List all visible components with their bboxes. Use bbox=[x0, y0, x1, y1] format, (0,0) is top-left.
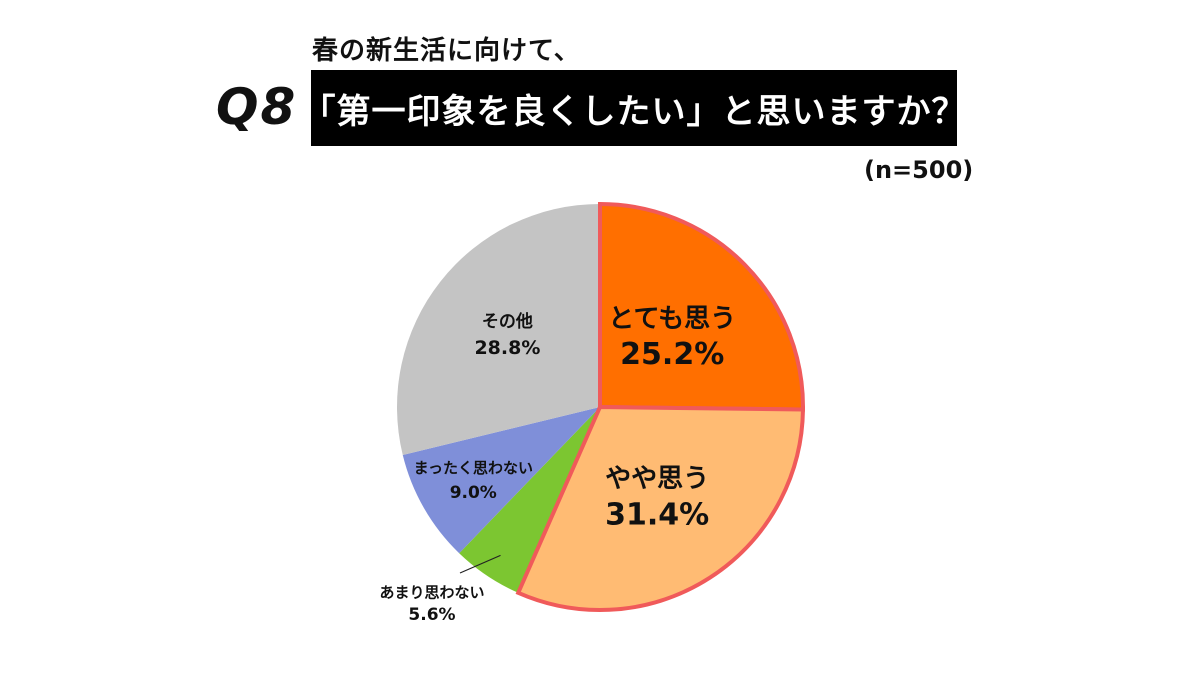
slice-label-1: とても思う bbox=[608, 304, 736, 334]
chart-subtitle: 春の新生活に向けて、 bbox=[312, 36, 581, 66]
slice-label-5: その他 bbox=[482, 311, 533, 332]
pie-slice-4 bbox=[402, 407, 600, 554]
slice-value-1: 25.2% bbox=[620, 337, 724, 372]
slice-label-2: やや思う bbox=[605, 464, 709, 494]
leader-line-3 bbox=[459, 554, 501, 574]
question-number: Q8 bbox=[216, 78, 298, 136]
chart-title: 「第一印象を良くしたい」と思いますか？ bbox=[302, 70, 966, 146]
pie-slice-1 bbox=[598, 201, 805, 412]
pie-slice-2 bbox=[515, 404, 806, 612]
slice-value-2: 31.4% bbox=[605, 497, 709, 532]
pie-slice-3 bbox=[459, 407, 600, 593]
slice-value-3: 5.6% bbox=[408, 605, 455, 625]
slice-label-3: あまり思わない bbox=[379, 583, 484, 601]
slice-value-4: 9.0% bbox=[450, 483, 497, 503]
slice-value-5: 28.8% bbox=[474, 337, 540, 359]
pie-slice-5 bbox=[397, 204, 600, 456]
slice-label-4: まったく思わない bbox=[414, 459, 533, 477]
sample-size: (n=500) bbox=[864, 156, 974, 184]
